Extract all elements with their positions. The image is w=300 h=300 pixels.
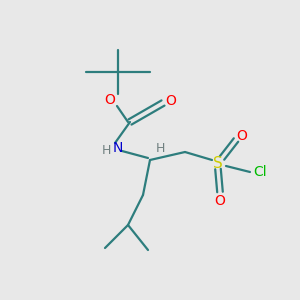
Text: O: O [214, 194, 225, 208]
Text: O: O [105, 93, 116, 107]
Text: H: H [101, 145, 111, 158]
Text: H: H [155, 142, 165, 154]
Text: Cl: Cl [253, 165, 267, 179]
Text: O: O [166, 94, 176, 108]
Text: O: O [237, 129, 248, 143]
Text: S: S [213, 155, 223, 170]
Text: N: N [113, 141, 123, 155]
